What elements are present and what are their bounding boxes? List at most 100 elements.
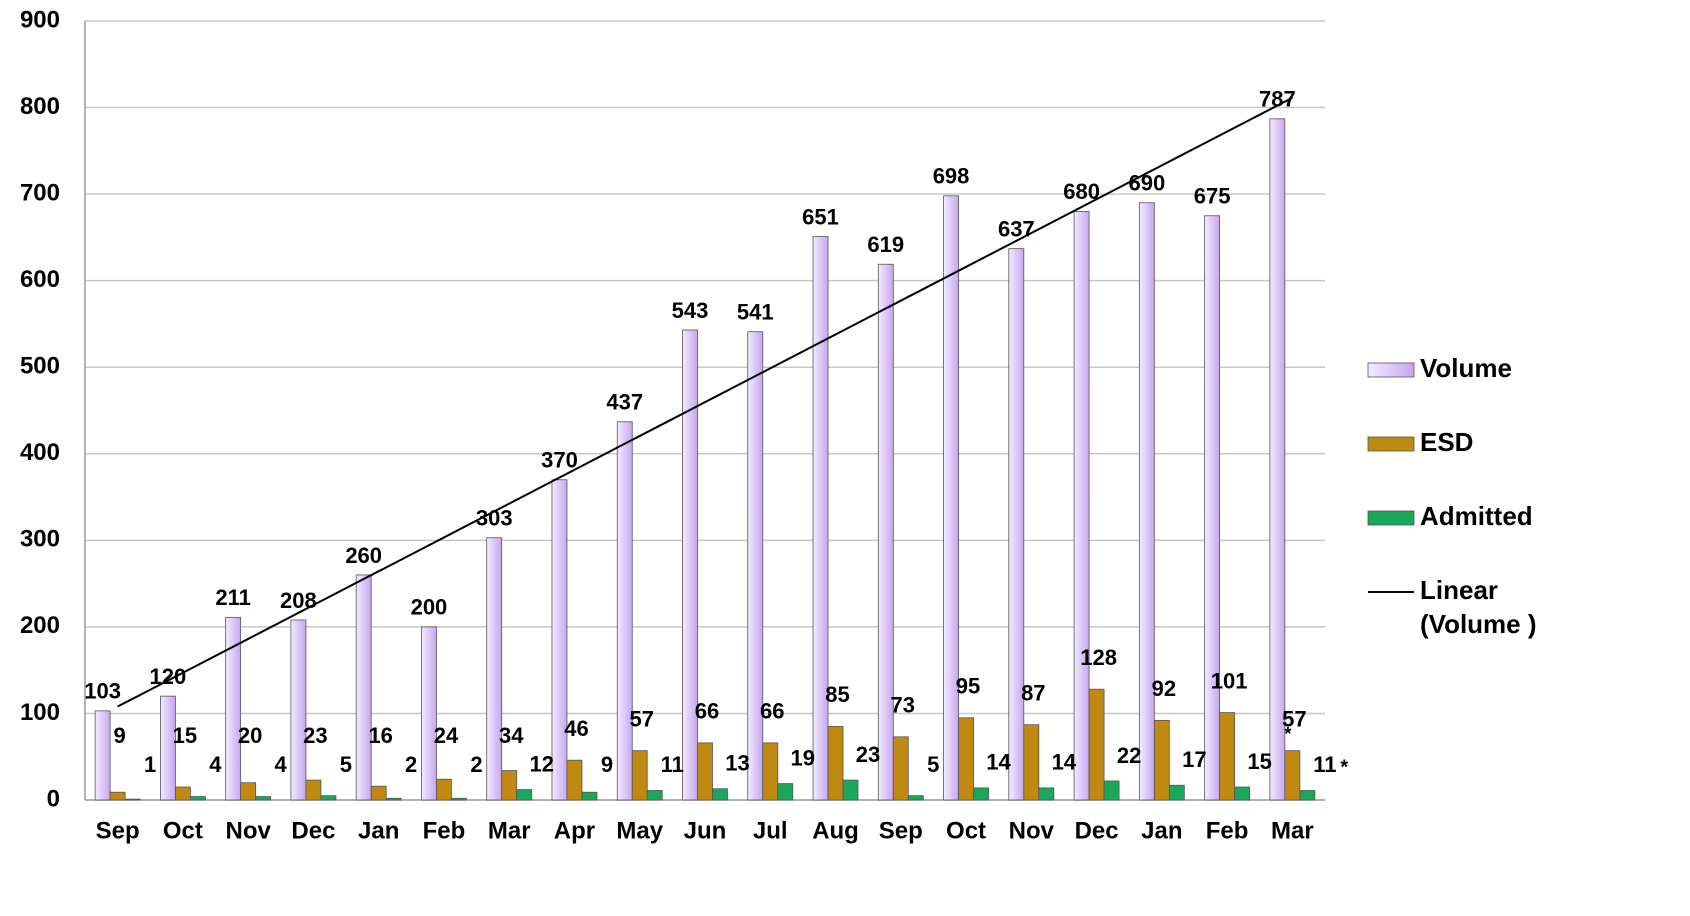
trendline <box>117 96 1293 708</box>
value-label: 4 <box>209 752 222 777</box>
value-label: 690 <box>1128 171 1165 196</box>
value-label: 11 <box>1313 752 1336 777</box>
y-tick-label: 800 <box>20 93 60 120</box>
bar <box>240 782 257 801</box>
value-label: 637 <box>998 216 1035 241</box>
bar <box>1073 211 1090 801</box>
value-label: 34 <box>499 723 524 748</box>
value-label: 73 <box>891 693 915 718</box>
value-label: 92 <box>1152 676 1176 701</box>
legend-swatch <box>1367 362 1415 378</box>
bar <box>516 789 533 801</box>
value-label: 22 <box>1117 743 1141 768</box>
legend-swatch <box>1367 510 1415 526</box>
legend-label: ESD <box>1420 427 1473 457</box>
value-label: 19 <box>791 745 815 770</box>
bar <box>1023 724 1040 801</box>
x-tick-label: Dec <box>1075 817 1119 844</box>
y-tick-label: 300 <box>20 526 60 553</box>
bar <box>566 759 583 801</box>
value-label: 9 <box>114 723 126 748</box>
bar <box>109 791 126 801</box>
bar <box>697 742 713 801</box>
bar <box>305 779 322 801</box>
value-label: 17 <box>1182 747 1206 772</box>
bar <box>712 788 728 801</box>
bar <box>225 616 242 801</box>
legend-label: Linear (Volume ) <box>1420 575 1537 639</box>
bar <box>124 798 141 801</box>
value-label: 15 <box>173 723 197 748</box>
value-label: 46 <box>564 716 588 741</box>
bar <box>631 750 648 801</box>
x-tick-label: Nov <box>225 817 271 844</box>
value-label: 200 <box>411 595 448 620</box>
bar <box>1284 750 1301 801</box>
value-label: 16 <box>368 723 392 748</box>
legend-label: Admitted <box>1420 501 1533 531</box>
bar <box>1088 688 1105 801</box>
value-label: 9 <box>601 752 613 777</box>
value-label: 370 <box>541 448 578 473</box>
value-label: 11 <box>661 752 684 777</box>
bar <box>973 787 989 801</box>
x-tick-label: Oct <box>946 817 986 844</box>
bar <box>320 795 337 801</box>
bar <box>385 797 402 801</box>
x-tick-label: Apr <box>554 817 595 844</box>
value-label: 20 <box>238 723 262 748</box>
bar <box>958 717 974 801</box>
bar <box>1269 118 1286 801</box>
value-label: 23 <box>303 723 327 748</box>
value-label: 24 <box>434 723 459 748</box>
x-tick-label: Jan <box>1141 817 1182 844</box>
value-label: 5 <box>340 752 352 777</box>
x-tick-label: Mar <box>1271 817 1314 844</box>
bar <box>159 695 176 801</box>
bar <box>877 263 894 801</box>
value-label: 437 <box>606 390 643 415</box>
bar <box>892 736 909 801</box>
value-label: 14 <box>986 750 1011 775</box>
bar <box>355 574 372 801</box>
x-tick-label: Jul <box>753 817 788 844</box>
value-label: 128 <box>1080 645 1117 670</box>
x-tick-label: Feb <box>423 817 466 844</box>
value-label: 4 <box>275 752 288 777</box>
value-label: 57 <box>1282 706 1306 731</box>
value-label: 13 <box>725 751 749 776</box>
bar <box>1008 248 1025 801</box>
value-label: 23 <box>856 742 880 767</box>
value-label: 15 <box>1247 749 1271 774</box>
value-label: 66 <box>760 699 784 724</box>
value-label: 57 <box>629 706 653 731</box>
value-label: 619 <box>867 232 904 257</box>
value-label: 675 <box>1194 184 1231 209</box>
x-tick-label: May <box>616 817 663 844</box>
bar <box>581 791 598 801</box>
bar <box>842 779 859 801</box>
y-tick-label: 0 <box>47 785 60 812</box>
x-tick-label: Nov <box>1009 817 1055 844</box>
bar <box>370 785 387 801</box>
value-label: 1 <box>144 752 156 777</box>
bar <box>1138 202 1155 801</box>
bar <box>943 195 959 801</box>
value-label: 541 <box>737 300 774 325</box>
bar <box>1153 719 1170 801</box>
value-label: 5 <box>927 752 939 777</box>
y-tick-label: 400 <box>20 439 60 466</box>
x-tick-label: Jan <box>358 817 399 844</box>
bar <box>777 783 794 801</box>
x-tick-label: Aug <box>812 817 859 844</box>
value-label: 2 <box>470 752 482 777</box>
bar <box>501 770 518 801</box>
y-tick-label: 700 <box>20 179 60 206</box>
value-label: 211 <box>215 585 251 610</box>
value-label: 12 <box>529 751 553 776</box>
y-tick-label: 600 <box>20 266 60 293</box>
bar <box>682 329 698 801</box>
value-label: 14 <box>1052 750 1077 775</box>
bar <box>94 710 111 801</box>
y-tick-label: 500 <box>20 353 60 380</box>
